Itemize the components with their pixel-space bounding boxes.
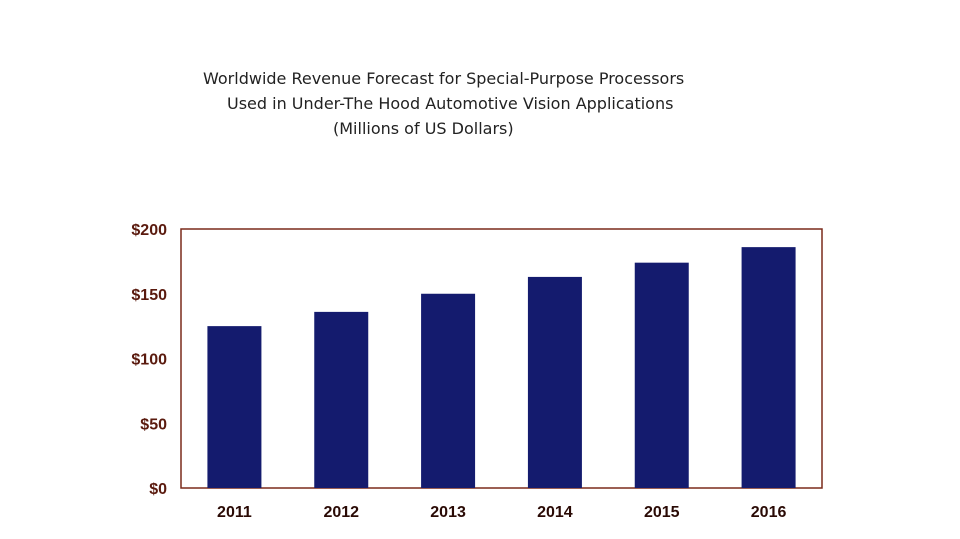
x-tick-label: 2016 (751, 504, 787, 521)
bar-2014 (527, 276, 582, 488)
x-tick-label: 2011 (217, 504, 252, 521)
y-tick-label: $50 (140, 416, 167, 433)
chart-title-line-3: (Millions of US Dollars) (333, 119, 514, 138)
y-tick-label: $200 (131, 222, 167, 239)
x-tick-label: 2013 (430, 504, 466, 521)
y-tick-label: $0 (149, 481, 167, 498)
x-tick-label: 2015 (644, 504, 680, 521)
bar-2016 (741, 247, 796, 488)
chart-title-line-2: Used in Under-The Hood Automotive Vision… (227, 94, 674, 113)
bar-2013 (421, 293, 476, 488)
bar-2012 (314, 311, 369, 488)
bar-2015 (634, 262, 689, 488)
chart-title-line-1: Worldwide Revenue Forecast for Special-P… (203, 69, 685, 88)
x-tick-label: 2012 (323, 504, 359, 521)
y-tick-label: $150 (131, 287, 167, 304)
plot-frame (180, 228, 823, 489)
x-tick-label: 2014 (537, 504, 573, 521)
y-tick-label: $100 (131, 352, 167, 369)
bar-2011 (207, 326, 262, 488)
